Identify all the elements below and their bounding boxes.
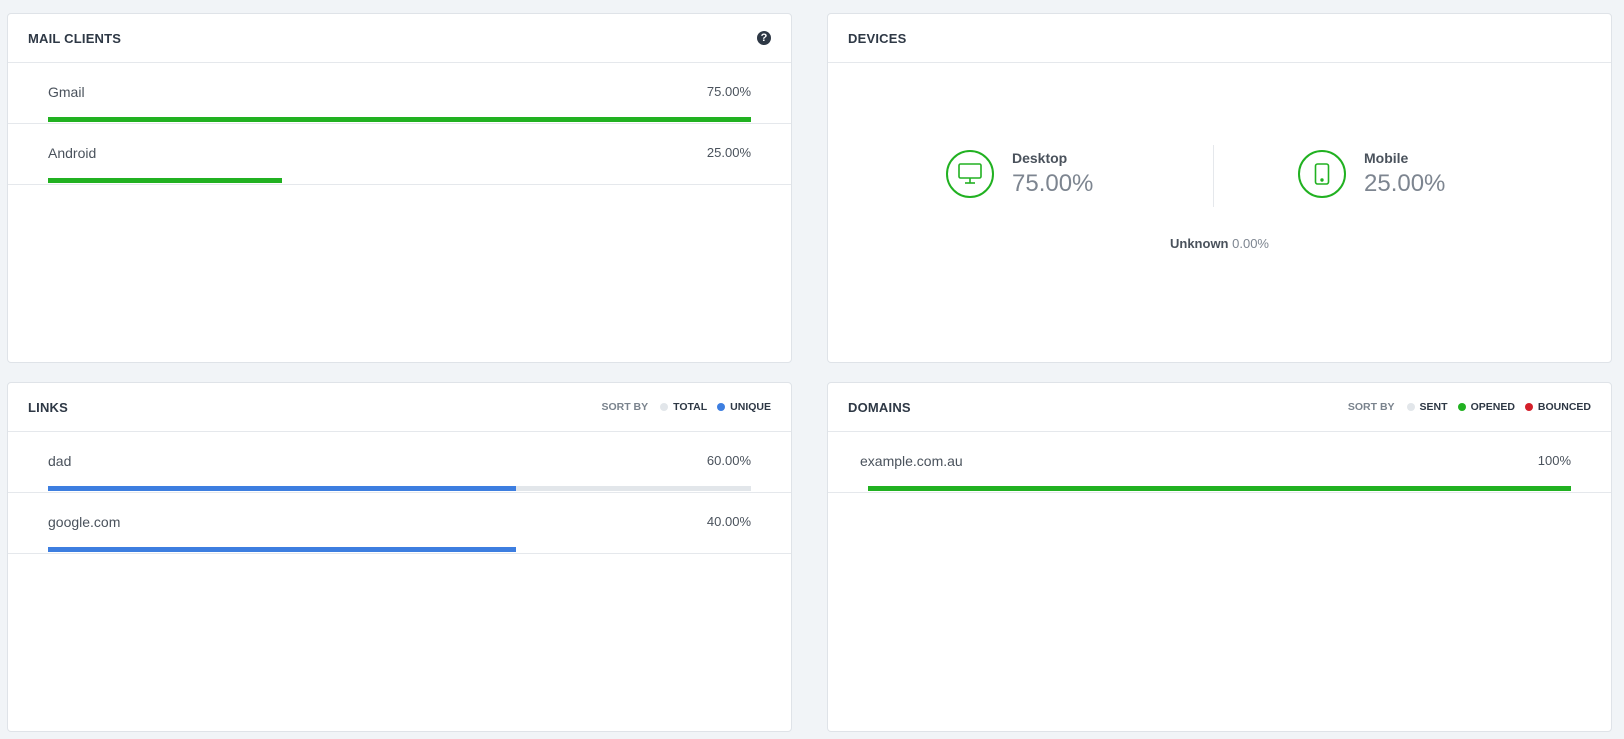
devices-panel: DEVICES Desktop 75.00% Mobile 25.00% U [827,13,1612,363]
panel-header: DOMAINS SORT BY SENT OPENED BOUNCED [828,383,1611,432]
mail-client-label: Gmail [48,84,85,100]
panel-title: LINKS [28,399,68,415]
dot-icon [717,403,726,411]
question-circle-icon[interactable]: ? [757,31,771,45]
list-item: Android 25.00% [8,124,791,185]
link-label[interactable]: google.com [48,514,121,530]
sort-option-label: BOUNCED [1537,401,1591,413]
progress-track [48,117,751,122]
device-unknown-value: 0.00% [1232,236,1269,251]
dot-icon [1457,403,1466,411]
progress-track [48,547,751,552]
panel-title: DEVICES [848,30,907,46]
sort-option-label: OPENED [1470,401,1515,413]
domains-panel: DOMAINS SORT BY SENT OPENED BOUNCED exam… [827,382,1612,732]
device-label: Mobile [1364,150,1409,166]
sort-option-label: TOTAL [673,401,708,413]
mail-client-label: Android [48,145,97,161]
progress-track [48,178,751,183]
dot-icon [1524,403,1533,411]
domain-value: 100% [1537,453,1571,468]
sort-option-sent[interactable]: SENT [1406,401,1448,413]
panel-title: DOMAINS [848,399,911,415]
panel-header: DEVICES [828,14,1611,63]
sort-option-unique[interactable]: UNIQUE [717,401,771,413]
mail-clients-panel: MAIL CLIENTS ? Gmail 75.00% Android 25.0… [7,13,792,363]
mail-client-value: 75.00% [706,84,751,99]
mail-client-value: 25.00% [706,145,751,160]
progress-bar [48,486,517,491]
sort-option-opened[interactable]: OPENED [1457,401,1515,413]
links-panel: LINKS SORT BY TOTAL UNIQUE dad 60.00% go… [7,382,792,732]
sort-by-control: SORT BY TOTAL UNIQUE [601,401,771,413]
panel-header: MAIL CLIENTS ? [8,14,791,63]
sort-option-label: SENT [1419,401,1448,413]
device-label: Desktop [1012,150,1068,166]
device-unknown: Unknown 0.00% [828,236,1611,251]
divider [1213,145,1214,207]
progress-bar [48,547,517,552]
panel-header: LINKS SORT BY TOTAL UNIQUE [8,383,791,432]
sort-by-label: SORT BY [1347,401,1395,413]
progress-bar [48,117,751,122]
sort-by-control: SORT BY SENT OPENED BOUNCED [1348,401,1591,413]
tablet-icon [1298,150,1346,198]
progress-track [48,486,751,491]
sort-option-label: UNIQUE [730,401,771,413]
progress-bar [868,486,1571,491]
list-item: example.com.au 100% [828,432,1611,493]
dot-icon [660,403,669,411]
monitor-icon [946,150,994,198]
sort-option-bounced[interactable]: BOUNCED [1524,401,1591,413]
device-value: 75.00% [1012,170,1094,197]
progress-bar [48,178,283,183]
domain-label: example.com.au [860,453,963,469]
device-desktop: Desktop 75.00% [946,150,1093,198]
link-label[interactable]: dad [48,453,72,469]
link-value: 60.00% [706,453,751,468]
device-value: 25.00% [1364,170,1446,197]
list-item: dad 60.00% [8,432,791,493]
progress-track [868,486,1571,491]
panel-title: MAIL CLIENTS [28,30,122,46]
device-mobile: Mobile 25.00% [1298,150,1445,198]
list-item: Gmail 75.00% [8,63,791,124]
dot-icon [1406,403,1415,411]
device-unknown-label: Unknown [1170,236,1229,251]
sort-option-total[interactable]: TOTAL [660,401,707,413]
list-item: google.com 40.00% [8,493,791,554]
sort-by-label: SORT BY [601,401,649,413]
link-value: 40.00% [706,514,751,529]
